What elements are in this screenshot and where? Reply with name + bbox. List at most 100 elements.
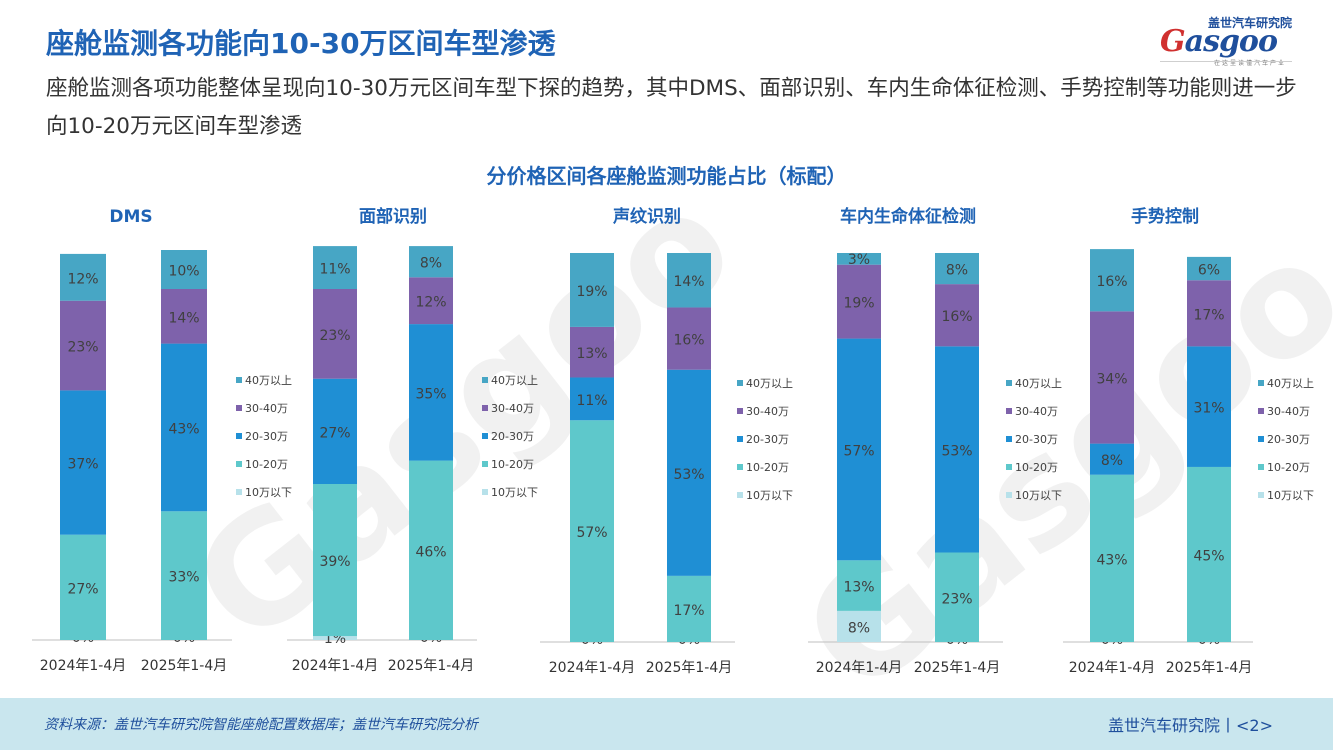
data-label: 11% xyxy=(576,393,607,409)
bar-segment xyxy=(935,284,979,347)
bar-segment xyxy=(837,338,881,561)
legend-swatch xyxy=(1258,436,1264,442)
legend-swatch xyxy=(236,433,242,439)
x-tick-label: 2025年1-4月 xyxy=(388,658,475,674)
x-tick-label: 2024年1-4月 xyxy=(292,658,379,674)
bar-segment xyxy=(837,264,881,339)
legend-label: 30-40万 xyxy=(1015,405,1058,418)
legend-label: 30-40万 xyxy=(746,405,789,418)
legend-swatch xyxy=(482,433,488,439)
chart-title: 车内生命体征检测 xyxy=(840,206,976,227)
data-label: 23% xyxy=(941,591,972,607)
legend-swatch xyxy=(1258,464,1264,470)
logo-wordmark: Gasgoo xyxy=(1160,24,1278,59)
data-label: 11% xyxy=(319,262,350,278)
x-tick-label: 2024年1-4月 xyxy=(549,660,636,676)
bar-segment xyxy=(1187,466,1231,642)
data-label: 8% xyxy=(420,256,442,272)
bar-segment xyxy=(313,484,357,637)
legend-label: 40万以上 xyxy=(746,377,793,390)
bar-segment xyxy=(313,378,357,484)
legend-label: 40万以上 xyxy=(1267,377,1314,390)
legend-label: 10-20万 xyxy=(1267,461,1310,474)
bar-segment xyxy=(161,289,207,344)
bar-segment xyxy=(667,575,711,642)
data-label: 31% xyxy=(1193,401,1224,417)
legend-label: 10万以下 xyxy=(245,486,292,499)
legend-swatch xyxy=(1006,380,1012,386)
bar-segment xyxy=(1187,346,1231,467)
data-label: 46% xyxy=(415,544,446,560)
legend-label: 40万以上 xyxy=(1015,377,1062,390)
legend-swatch xyxy=(737,492,743,498)
legend-swatch xyxy=(236,489,242,495)
bar-segment xyxy=(935,552,979,642)
legend-swatch xyxy=(236,377,242,383)
logo-tagline: 在这里读懂汽车产业 xyxy=(1213,60,1286,67)
data-label: 34% xyxy=(1096,371,1127,387)
data-label: 45% xyxy=(1193,548,1224,564)
data-label: 8% xyxy=(848,620,870,636)
legend-swatch xyxy=(1258,408,1264,414)
bar-segment xyxy=(935,346,979,553)
data-label: 33% xyxy=(168,570,199,586)
data-label: 27% xyxy=(319,425,350,441)
legend-swatch xyxy=(737,408,743,414)
data-label: 43% xyxy=(1096,552,1127,568)
bar-segment xyxy=(161,343,207,512)
legend-label: 40万以上 xyxy=(491,374,538,387)
x-tick-label: 2024年1-4月 xyxy=(816,660,903,676)
bar-segment xyxy=(409,324,453,461)
chart-title: DMS xyxy=(109,207,152,227)
legend-swatch xyxy=(1006,464,1012,470)
legend-swatch xyxy=(482,489,488,495)
x-tick-label: 2024年1-4月 xyxy=(1069,660,1156,676)
bar-segment xyxy=(935,253,979,285)
chart-title: 面部识别 xyxy=(359,206,427,227)
x-tick-label: 2024年1-4月 xyxy=(40,658,127,674)
legend-label: 40万以上 xyxy=(245,374,292,387)
legend-label: 10万以下 xyxy=(491,486,538,499)
legend-swatch xyxy=(236,405,242,411)
legend-swatch xyxy=(1006,436,1012,442)
legend-label: 10-20万 xyxy=(491,458,534,471)
page-subtitle: 座舱监测各项功能整体呈现向10-30万元区间车型下探的趋势，其中DMS、面部识别… xyxy=(46,76,1297,139)
data-label: 43% xyxy=(168,421,199,437)
legend-label: 10万以下 xyxy=(746,489,793,502)
bar-segment xyxy=(313,289,357,379)
legend-swatch xyxy=(1006,492,1012,498)
bar-segment xyxy=(667,307,711,370)
data-label: 16% xyxy=(673,333,704,349)
bar-segment xyxy=(60,390,106,535)
bar-segment xyxy=(1090,249,1134,312)
legend-swatch xyxy=(482,377,488,383)
bar-segment xyxy=(570,253,614,327)
page-title: 座舱监测各功能向10-30万区间车型渗透 xyxy=(46,27,556,60)
legend-label: 10-20万 xyxy=(746,461,789,474)
bar-segment xyxy=(837,610,881,642)
logo-divider xyxy=(1160,61,1292,62)
bar-segment xyxy=(60,253,106,301)
data-label: 16% xyxy=(941,309,972,325)
data-label: 3% xyxy=(848,252,870,268)
bar-segment xyxy=(1187,280,1231,347)
data-label: 27% xyxy=(67,581,98,597)
bar-segment xyxy=(409,246,453,278)
legend-label: 30-40万 xyxy=(1267,405,1310,418)
legend-swatch xyxy=(1006,408,1012,414)
legend-label: 10万以下 xyxy=(1015,489,1062,502)
legend-label: 30-40万 xyxy=(491,402,534,415)
data-label: 12% xyxy=(415,295,446,311)
chart-title: 手势控制 xyxy=(1131,206,1199,227)
bar-segment xyxy=(1090,474,1134,642)
data-label: 10% xyxy=(168,264,199,280)
bar-segment xyxy=(313,246,357,289)
data-label: 6% xyxy=(1198,263,1220,279)
legend-swatch xyxy=(482,405,488,411)
data-label: 16% xyxy=(1096,274,1127,290)
legend-swatch xyxy=(737,380,743,386)
bar-segment xyxy=(161,250,207,289)
data-label: 13% xyxy=(576,346,607,362)
legend-label: 20-30万 xyxy=(491,430,534,443)
bar-segment xyxy=(60,300,106,391)
